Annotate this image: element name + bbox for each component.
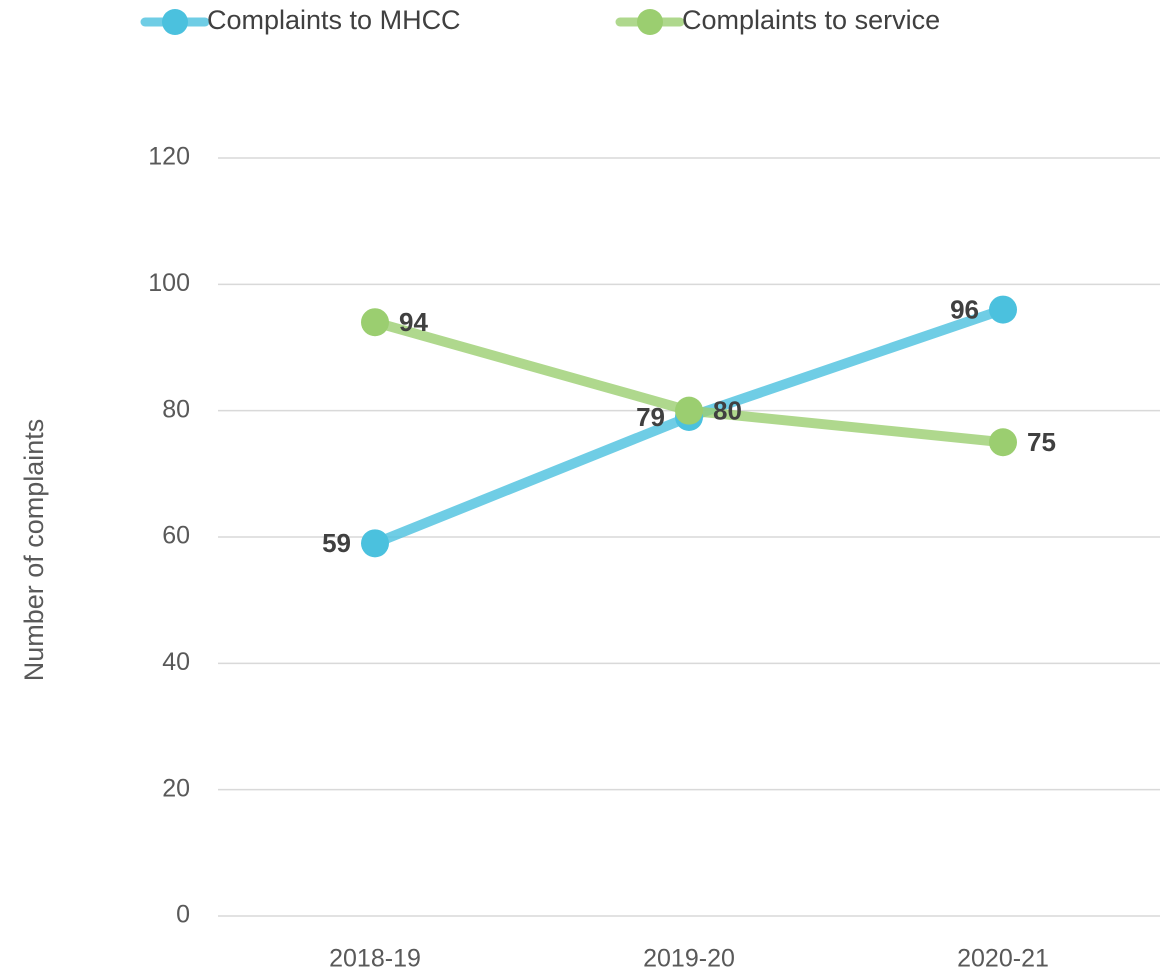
- legend-label: Complaints to MHCC: [207, 5, 461, 35]
- y-tick-label: 0: [176, 901, 190, 929]
- y-axis-title: Number of complaints: [19, 419, 49, 682]
- legend-label: Complaints to service: [682, 5, 940, 35]
- y-tick-label: 20: [162, 774, 190, 802]
- legend-marker: [162, 9, 188, 35]
- point: [361, 308, 389, 337]
- point: [361, 529, 389, 558]
- data-label: 75: [1027, 427, 1056, 457]
- point: [675, 396, 703, 425]
- point: [989, 295, 1017, 324]
- y-tick-label: 120: [148, 143, 190, 171]
- x-tick-label: 2018-19: [329, 945, 421, 973]
- data-label: 96: [950, 294, 979, 324]
- data-label: 59: [322, 528, 351, 558]
- data-label: 80: [713, 396, 742, 426]
- x-tick-label: 2019-20: [643, 945, 735, 973]
- y-tick-label: 40: [162, 648, 190, 676]
- y-tick-label: 80: [162, 395, 190, 423]
- x-tick-label: 2020-21: [957, 945, 1049, 973]
- data-label: 94: [399, 307, 428, 337]
- y-tick-label: 60: [162, 522, 190, 550]
- y-tick-label: 100: [148, 269, 190, 297]
- legend-marker: [637, 9, 663, 35]
- point: [989, 428, 1017, 457]
- data-label: 79: [636, 402, 665, 432]
